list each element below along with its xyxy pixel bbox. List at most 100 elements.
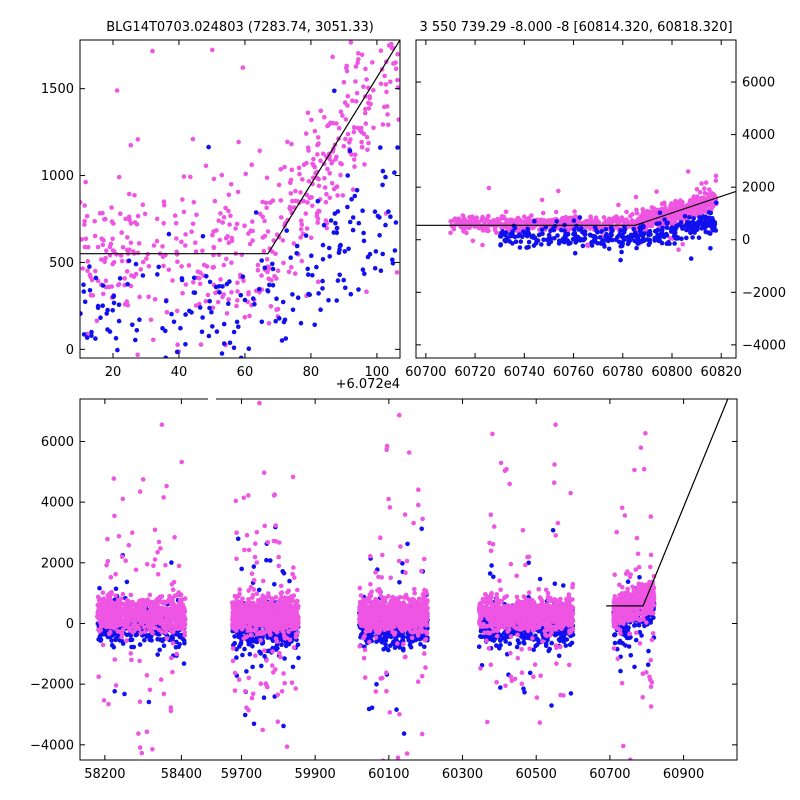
full-lightcurve-magenta-point	[181, 604, 186, 610]
full-lightcurve-magenta-point	[160, 605, 165, 611]
recent-season-panel-magenta-point	[451, 226, 457, 232]
full-lightcurve-blue-point	[419, 526, 425, 532]
zoom-panel-magenta-point	[218, 277, 223, 282]
recent-season-panel-blue-point	[598, 241, 604, 246]
zoom-panel-blue-point	[295, 295, 301, 301]
zoom-panel-magenta-point	[131, 249, 136, 254]
zoom-panel-blue-point	[315, 198, 321, 204]
recent-season-panel-magenta-point	[492, 224, 498, 230]
recent-season-panel-blue-point	[694, 224, 699, 230]
zoom-panel-magenta-point	[351, 125, 357, 130]
recent-season-panel-blue-point	[708, 210, 713, 216]
zoom-panel-magenta-point	[371, 88, 376, 93]
recent-season-panel-magenta-point	[550, 219, 555, 224]
recent-season-panel-blue-point	[548, 239, 554, 244]
zoom-panel-magenta-point	[109, 205, 114, 210]
zoom-panel-magenta-point	[241, 278, 246, 284]
zoom-panel-magenta-point	[216, 218, 221, 223]
full-lightcurve-blue-point	[264, 557, 269, 563]
zoom-panel-magenta-point	[214, 228, 219, 233]
full-lightcurve-blue-point	[251, 638, 257, 644]
full-lightcurve-magenta-point	[101, 596, 107, 601]
full-lightcurve-magenta-point	[100, 642, 106, 648]
zoom-panel-magenta-point	[349, 152, 354, 157]
zoom-panel-magenta-point	[183, 243, 188, 248]
full-lightcurve-magenta-point	[287, 637, 293, 643]
full-lightcurve-magenta-point	[278, 583, 284, 589]
recent-season-panel-blue-point	[570, 237, 576, 242]
full-lightcurve-magenta-point	[237, 591, 242, 597]
zoom-panel-magenta-point	[289, 167, 295, 173]
recent-season-panel-blue-point	[580, 243, 586, 249]
zoom-panel-blue-point	[345, 173, 351, 178]
full-lightcurve-magenta-point	[258, 681, 264, 686]
zoom-panel-blue-point	[290, 292, 295, 297]
zoom-panel-magenta-point	[352, 152, 358, 158]
zoom-panel-blue-point	[346, 246, 351, 252]
zoom-panel-magenta-point	[183, 232, 188, 237]
full-lightcurve-magenta-point	[108, 598, 113, 603]
recent-season-panel-blue-point	[565, 231, 571, 237]
zoom-panel-magenta-point	[82, 219, 87, 224]
zoom-panel-magenta-point	[289, 264, 294, 270]
full-lightcurve-magenta-point	[265, 540, 271, 545]
zoom-panel-magenta-point	[321, 151, 326, 157]
zoom-panel-blue-point	[199, 329, 205, 335]
recent-season-panel-blue-point	[618, 257, 623, 263]
zoom-panel-blue-point	[372, 266, 378, 271]
zoom-panel-magenta-point	[357, 523, 362, 528]
full-lightcurve-magenta-point	[412, 590, 418, 596]
zoom-panel-blue-point	[118, 459, 123, 464]
zoom-panel-blue-point	[350, 227, 356, 233]
recent-season-panel-blue-point	[664, 233, 670, 238]
zoom-panel-blue-point	[334, 298, 340, 303]
zoom-panel-magenta-point	[338, 172, 343, 178]
zoom-panel-magenta-point	[111, 260, 117, 265]
recent-season-panel-blue-point	[530, 233, 536, 239]
zoom-panel-blue-point	[343, 285, 348, 291]
recent-season-panel-blue-point	[638, 226, 643, 232]
zoom-panel-magenta-point	[343, 117, 349, 122]
recent-season-panel-blue-point	[561, 239, 566, 244]
zoom-panel-magenta-point	[359, 144, 365, 150]
zoom-panel-blue-point	[393, 220, 399, 225]
full-lightcurve-blue-point	[155, 652, 160, 657]
recent-season-panel-magenta-point	[707, 187, 712, 192]
zoom-panel-magenta-point	[150, 48, 155, 54]
recent-season-panel-blue-point	[592, 224, 598, 230]
zoom-panel-magenta-point	[303, 131, 309, 136]
full-lightcurve-magenta-point	[125, 616, 130, 622]
zoom-panel-blue-point	[262, 265, 268, 271]
zoom-panel-magenta-point	[315, 135, 321, 140]
zoom-panel-magenta-point	[203, 163, 209, 169]
full-lightcurve-magenta-point	[163, 626, 169, 631]
full-lightcurve-magenta-point	[169, 582, 175, 587]
zoom-panel-magenta-point	[243, 171, 248, 177]
recent-season-panel-blue-point	[674, 223, 679, 229]
zoom-panel-blue-point	[332, 88, 337, 94]
zoom-panel-magenta-point	[388, 79, 393, 85]
recent-season-panel-blue-point	[621, 229, 627, 235]
zoom-panel-magenta-point	[83, 236, 89, 242]
zoom-panel-magenta-point	[310, 203, 315, 209]
zoom-panel-blue-point	[349, 197, 354, 202]
full-lightcurve-magenta-point	[236, 599, 241, 605]
full-lightcurve-magenta-point	[105, 558, 111, 564]
zoom-panel-blue-point	[231, 345, 237, 351]
zoom-panel-magenta-point	[181, 209, 187, 215]
full-lightcurve-magenta-point	[256, 607, 261, 613]
zoom-panel-magenta-point	[88, 274, 93, 280]
zoom-panel-y-tick-label: 1500	[41, 82, 74, 97]
recent-season-panel-y-tick-label: 0	[742, 233, 750, 248]
zoom-panel-blue-point	[348, 291, 354, 297]
full-lightcurve-magenta-point	[153, 625, 158, 631]
zoom-panel-magenta-point	[298, 235, 304, 240]
recent-season-panel-magenta-point	[697, 190, 703, 195]
recent-season-panel-magenta-point	[645, 213, 650, 219]
full-lightcurve-magenta-point	[279, 590, 285, 595]
full-lightcurve-magenta-point	[230, 617, 236, 622]
zoom-panel-magenta-point	[268, 304, 274, 309]
recent-season-panel-blue-point	[622, 225, 627, 230]
zoom-panel-blue-point	[113, 336, 119, 341]
full-lightcurve-magenta-point	[273, 539, 279, 544]
